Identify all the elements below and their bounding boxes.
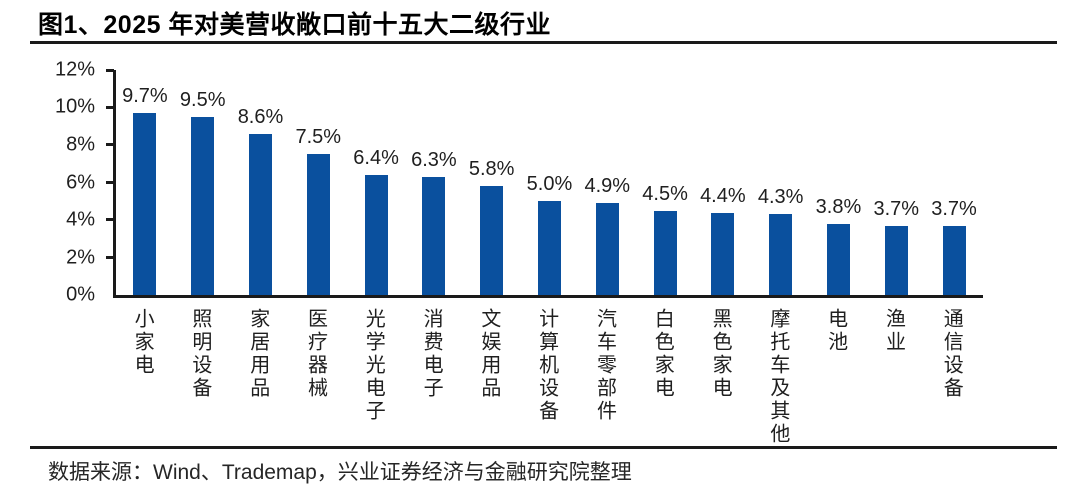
bar-slot: 5.8% (463, 70, 521, 295)
category-label: 医疗器械 (304, 308, 327, 400)
bar-value-label: 4.5% (642, 182, 688, 205)
category-label: 汽车零部件 (593, 308, 616, 423)
bar (306, 154, 330, 295)
bar-value-label: 6.3% (411, 148, 457, 171)
bar-slot: 3.7% (867, 70, 925, 295)
bar-value-label: 6.4% (353, 147, 399, 169)
category-label: 电池 (824, 308, 847, 354)
bar (826, 223, 850, 295)
bar-slot: 9.7% (116, 70, 174, 295)
category-label: 计算机设备 (535, 308, 558, 423)
bar-group: 6.3% (411, 150, 457, 295)
bar-value-label: 5.0% (526, 173, 573, 196)
plot-area: 9.7% 9.5% 8.6% 7.5% 6.4% 6.3% 5.8% 5.0% 4.9% 4.5%… (106, 68, 983, 298)
bar-value-label: 4.9% (584, 175, 631, 198)
bar-group: 3.8% (815, 195, 862, 295)
y-axis-tick-mark (106, 143, 114, 147)
bar-group: 7.5% (295, 127, 341, 295)
bar-slot: 8.6% (232, 70, 290, 295)
bar (942, 225, 966, 295)
figure-title: 图1、2025 年对美营收敞口前十五大二级行业 (38, 11, 551, 39)
y-axis-tick-mark (106, 68, 114, 72)
y-axis: 12% 10% 8% 6% 4% 2% 0% (0, 59, 95, 306)
bar-slot: 4.3% (752, 70, 810, 295)
bar (480, 186, 504, 295)
bar-slot: 3.8% (810, 70, 868, 295)
bar-group: 3.7% (931, 199, 977, 295)
bar (364, 175, 388, 295)
bar-slot: 4.4% (694, 70, 752, 295)
bar-group: 6.4% (353, 148, 399, 295)
category-label: 照明设备 (188, 308, 211, 400)
bar-value-label: 8.6% (237, 105, 284, 128)
y-axis-tick-mark (106, 105, 114, 109)
category-label: 小家电 (131, 308, 154, 377)
category-label: 光学光电子 (362, 308, 385, 423)
y-axis-tick-label: 12% (54, 58, 95, 81)
bar-series: 9.7% 9.5% 8.6% 7.5% 6.4% 6.3% 5.8% 5.0% 4.9% 4.5%… (116, 70, 983, 295)
bar-group: 3.7% (873, 199, 919, 295)
bar-slot: 4.9% (578, 70, 636, 295)
source-note: 数据来源：Wind、Trademap，兴业证券经济与金融研究院整理 (48, 461, 632, 484)
bar-slot: 6.3% (405, 70, 463, 295)
bar-value-label: 3.7% (931, 197, 977, 220)
bar-group: 9.7% (122, 86, 168, 295)
category-label: 渔业 (882, 308, 905, 354)
bar (133, 113, 157, 295)
bar-group: 5.8% (468, 158, 515, 295)
bar-value-label: 4.3% (757, 186, 804, 209)
y-axis-tick-mark (106, 256, 114, 259)
category-label: 消费电子 (420, 308, 443, 400)
bar-slot: 6.4% (347, 70, 405, 295)
bar-group: 4.4% (700, 184, 746, 295)
bar-group: 4.5% (642, 184, 688, 295)
y-axis-tick-label: 4% (66, 208, 95, 231)
bar (248, 133, 272, 295)
bar-group: 4.9% (584, 176, 630, 295)
y-axis-tick-label: 8% (66, 133, 95, 156)
bar-group: 4.3% (757, 186, 804, 295)
x-axis-category-labels: 小家电 照明设备 家居用品 医疗器械 光学光电子 消费电子 文娱用品 计算机设备 汽车零部件 白色… (113, 308, 980, 446)
title-divider (30, 41, 1057, 44)
footer-divider (30, 446, 1057, 449)
bar-slot: 9.5% (174, 70, 232, 295)
bar (537, 201, 561, 295)
category-label: 黑色家电 (709, 308, 732, 400)
bar (422, 176, 446, 295)
bar (653, 210, 677, 295)
category-label: 摩托车及其他 (766, 308, 789, 446)
y-axis-tick-label: 6% (66, 171, 95, 193)
y-axis-tick-mark (106, 181, 114, 184)
bar-group: 9.5% (179, 88, 226, 295)
bar-value-label: 3.8% (815, 195, 862, 218)
bar (595, 203, 619, 295)
category-label: 白色家电 (651, 308, 674, 400)
bar-value-label: 9.7% (122, 85, 168, 108)
bar-value-label: 9.5% (179, 88, 226, 111)
category-label: 文娱用品 (477, 308, 500, 400)
bar-value-label: 3.7% (873, 197, 920, 220)
category-label: 通信设备 (940, 308, 963, 400)
bar-group: 8.6% (237, 105, 284, 295)
bar-slot: 7.5% (289, 70, 347, 295)
bar-slot: 5.0% (521, 70, 579, 295)
y-axis-tick-mark (106, 218, 114, 222)
bar-slot: 4.5% (636, 70, 694, 295)
bar (884, 225, 908, 295)
bar-slot: 3.7% (925, 70, 983, 295)
bar-value-label: 7.5% (295, 126, 342, 149)
bar-group: 5.0% (526, 173, 573, 295)
bar (711, 212, 735, 295)
bar (769, 214, 793, 295)
bar (191, 116, 215, 295)
y-axis-tick-label: 10% (54, 95, 95, 118)
category-label: 家居用品 (246, 308, 269, 400)
y-axis-tick-label: 2% (66, 246, 95, 268)
y-axis-tick-label: 0% (66, 283, 95, 306)
bar-value-label: 5.8% (468, 158, 515, 181)
bar-value-label: 4.4% (700, 184, 746, 207)
